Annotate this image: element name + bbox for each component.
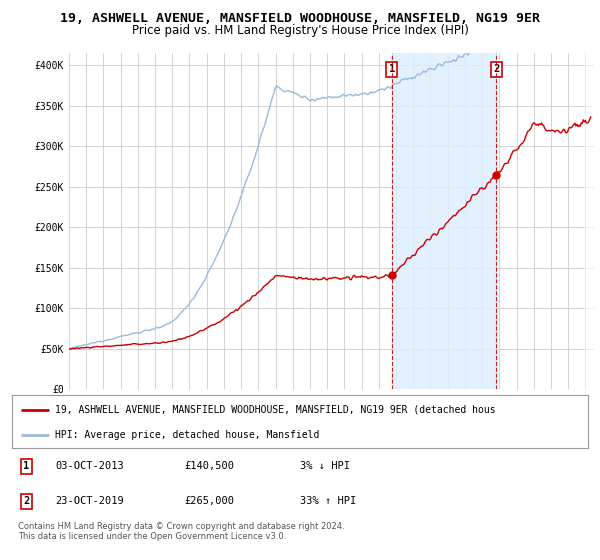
Text: HPI: Average price, detached house, Mansfield: HPI: Average price, detached house, Mans… [55,430,320,440]
Text: 33% ↑ HPI: 33% ↑ HPI [300,496,356,506]
Text: 3% ↓ HPI: 3% ↓ HPI [300,461,350,472]
Bar [392,53,496,389]
Text: 2: 2 [23,496,29,506]
Text: Contains HM Land Registry data © Crown copyright and database right 2024.
This d: Contains HM Land Registry data © Crown c… [18,522,344,542]
Text: £265,000: £265,000 [185,496,235,506]
Text: Price paid vs. HM Land Registry's House Price Index (HPI): Price paid vs. HM Land Registry's House … [131,24,469,36]
Text: 2: 2 [493,64,499,74]
Text: 19, ASHWELL AVENUE, MANSFIELD WOODHOUSE, MANSFIELD, NG19 9ER: 19, ASHWELL AVENUE, MANSFIELD WOODHOUSE,… [60,12,540,25]
Text: 23-OCT-2019: 23-OCT-2019 [55,496,124,506]
Text: £140,500: £140,500 [185,461,235,472]
Text: 19, ASHWELL AVENUE, MANSFIELD WOODHOUSE, MANSFIELD, NG19 9ER (detached hous: 19, ASHWELL AVENUE, MANSFIELD WOODHOUSE,… [55,405,496,415]
Bar [586,53,594,389]
Text: 03-OCT-2013: 03-OCT-2013 [55,461,124,472]
Text: 1: 1 [23,461,29,472]
Text: 1: 1 [389,64,395,74]
